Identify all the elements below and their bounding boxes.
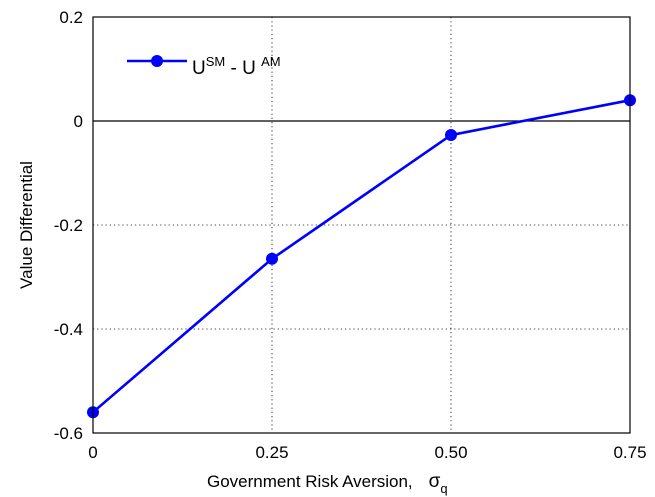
y-tick-labels: 0.2 0 -0.2 -0.4 -0.6 [54,8,83,443]
x-axis-label-sub: q [440,481,447,496]
legend-sup-1: SM [206,54,226,69]
y-tick-label: -0.4 [54,320,83,339]
series-polyline [92,98,631,414]
legend-sup-2: AM [261,54,281,69]
legend-mid: - U [225,58,261,79]
legend-main-1: U [192,58,206,79]
legend: USM - U AM [127,54,281,79]
data-point [266,252,278,265]
legend-label: USM - U AM [192,54,281,79]
plot-frame [92,16,631,434]
x-axis-label-text: Government Risk Aversion, [207,472,413,491]
y-tick-label: -0.6 [54,424,83,443]
x-axis-label: Government Risk Aversion, σq [207,471,448,496]
data-point [445,129,457,142]
x-tick-labels: 0 0.25 0.50 0.75 [88,443,646,462]
x-axis-label-sigma: σ [429,471,441,492]
grid-lines [93,17,630,433]
y-tick-label: 0.2 [59,8,83,27]
y-tick-label: -0.2 [54,216,83,235]
x-tick-label: 0 [88,443,97,462]
series-line [87,94,636,419]
x-tick-label: 0.50 [434,443,467,462]
y-axis-label: Value Differential [17,161,36,289]
x-tick-label: 0.25 [255,443,288,462]
legend-marker [151,55,163,67]
y-tick-label: 0 [74,112,83,131]
x-tick-label: 0.75 [613,443,646,462]
